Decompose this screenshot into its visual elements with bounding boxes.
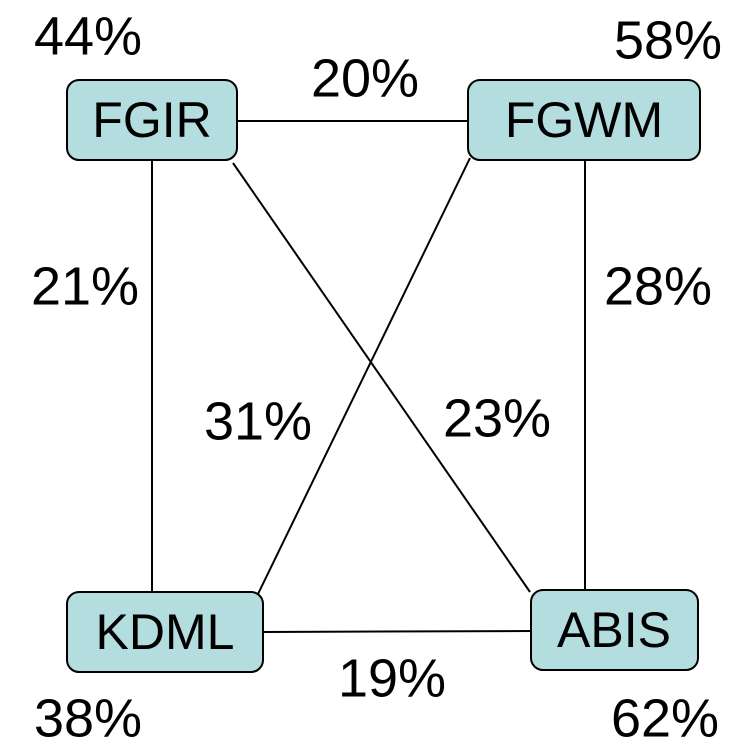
node-box	[467, 79, 701, 161]
edge	[257, 157, 471, 595]
edge-label: 19%	[338, 648, 446, 708]
node-box	[66, 79, 238, 161]
node-percent: 58%	[614, 10, 722, 70]
node-label: KDML	[96, 604, 235, 660]
edge	[232, 162, 531, 593]
edge-label: 31%	[204, 391, 312, 451]
edge-label: 21%	[31, 256, 139, 316]
node-percent: 62%	[611, 688, 719, 748]
node-percent: 44%	[34, 6, 142, 66]
node-label: FGIR	[92, 92, 211, 148]
edge-label: 23%	[443, 388, 551, 448]
node-percent: 38%	[34, 688, 142, 748]
node-box	[66, 591, 264, 673]
edge-label: 20%	[311, 48, 419, 108]
edge-label: 28%	[604, 256, 712, 316]
node-label: ABIS	[557, 602, 671, 658]
node-box	[530, 589, 699, 671]
node-label: FGWM	[505, 92, 663, 148]
edge	[262, 630, 532, 633]
